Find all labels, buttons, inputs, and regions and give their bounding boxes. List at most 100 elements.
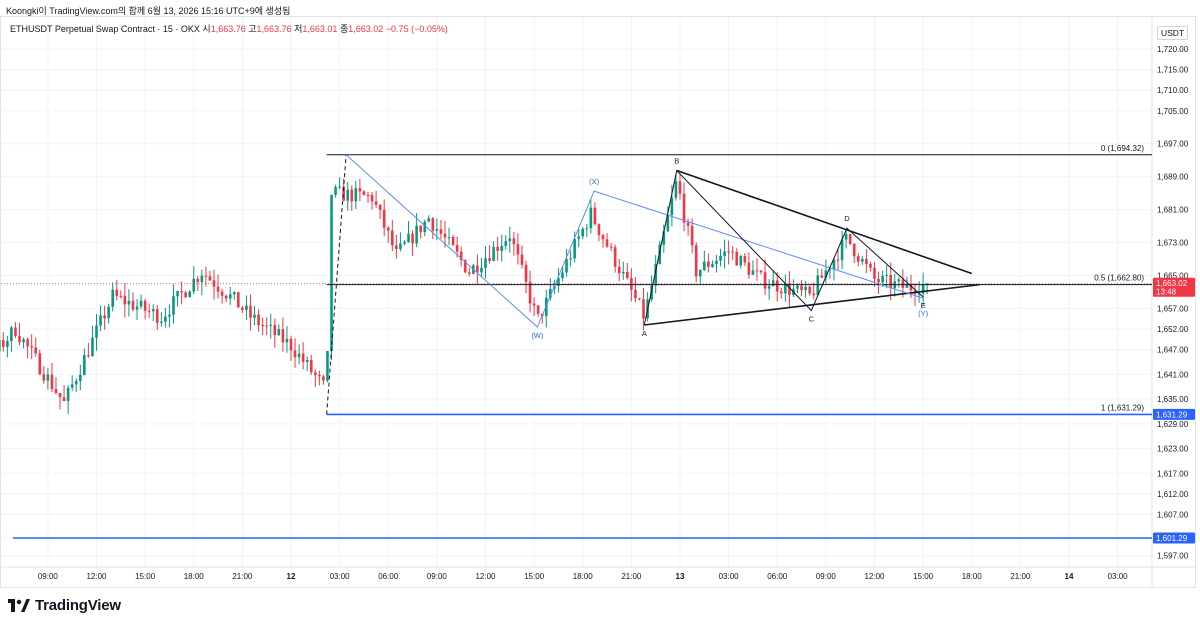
price-tick-label[interactable]: 1,720.00 bbox=[1157, 45, 1189, 54]
price-tick-label[interactable]: 1,673.00 bbox=[1157, 239, 1189, 248]
price-tick-label[interactable]: 1,710.00 bbox=[1157, 86, 1189, 95]
price-tick-label[interactable]: 1,623.00 bbox=[1157, 445, 1189, 454]
price-tick-label[interactable]: 1,697.00 bbox=[1157, 140, 1189, 149]
symbol-title[interactable]: ETHUSDT Perpetual Swap Contract · 15 · O… bbox=[10, 24, 200, 34]
candle-body bbox=[87, 355, 90, 357]
change-value: −0.75 (−0.05%) bbox=[385, 24, 448, 34]
candle-body bbox=[330, 194, 333, 352]
candle-body bbox=[828, 269, 832, 271]
time-tick-label[interactable]: 15:00 bbox=[524, 572, 545, 581]
time-tick-label[interactable]: 03:00 bbox=[1108, 572, 1129, 581]
fib-label: 1 (1,631.29) bbox=[1101, 403, 1144, 412]
candle-body bbox=[70, 384, 74, 388]
time-tick-label[interactable]: 15:00 bbox=[135, 572, 156, 581]
time-tick-label[interactable]: 13 bbox=[676, 572, 685, 581]
candle-body bbox=[747, 262, 751, 275]
candle-body bbox=[447, 237, 451, 239]
candle-body bbox=[407, 233, 410, 243]
price-tick-label[interactable]: 1,665.00 bbox=[1157, 272, 1189, 281]
candle-body bbox=[386, 227, 390, 231]
candle-body bbox=[305, 360, 309, 362]
candle-body bbox=[155, 309, 159, 323]
candle-body bbox=[844, 234, 848, 240]
time-tick-label[interactable]: 12:00 bbox=[864, 572, 885, 581]
time-tick-label[interactable]: 09:00 bbox=[38, 572, 59, 581]
candle-body bbox=[549, 288, 552, 298]
candle-body bbox=[832, 259, 836, 270]
candle-body bbox=[573, 239, 576, 259]
candle-body bbox=[877, 278, 880, 283]
candle-body bbox=[38, 353, 42, 375]
candle-body bbox=[820, 275, 824, 278]
time-tick-label[interactable]: 21:00 bbox=[1010, 572, 1031, 581]
candle-body bbox=[605, 239, 609, 247]
price-tick-label[interactable]: 1,715.00 bbox=[1157, 66, 1189, 75]
candle-body bbox=[577, 236, 580, 240]
candle-body bbox=[439, 229, 443, 234]
price-tick-label[interactable]: 1,652.00 bbox=[1157, 325, 1189, 334]
price-tick-label[interactable]: 1,617.00 bbox=[1157, 469, 1189, 478]
candle-body bbox=[763, 272, 767, 289]
candle-body bbox=[395, 245, 398, 249]
candle-body bbox=[273, 324, 277, 336]
price-tick-label[interactable]: 1,681.00 bbox=[1157, 206, 1189, 215]
time-tick-label[interactable]: 09:00 bbox=[427, 572, 448, 581]
time-tick-label[interactable]: 03:00 bbox=[719, 572, 740, 581]
time-tick-label[interactable]: 21:00 bbox=[232, 572, 253, 581]
candle-body bbox=[22, 339, 25, 343]
candle-body bbox=[301, 353, 305, 362]
candle-body bbox=[800, 285, 803, 291]
time-tick-label[interactable]: 21:00 bbox=[621, 572, 642, 581]
time-tick-label[interactable]: 18:00 bbox=[573, 572, 594, 581]
candle-body bbox=[524, 264, 528, 282]
wave-label: (X) bbox=[589, 177, 600, 186]
price-tick-label[interactable]: 1,705.00 bbox=[1157, 107, 1189, 116]
price-tick-label[interactable]: 1,657.00 bbox=[1157, 305, 1189, 314]
price-axis-tag-label: 1,601.29 bbox=[1156, 534, 1188, 543]
time-tick-label[interactable]: 18:00 bbox=[184, 572, 205, 581]
candle-body bbox=[143, 300, 147, 311]
candle-body bbox=[443, 233, 447, 238]
price-tick-label[interactable]: 1,629.00 bbox=[1157, 420, 1189, 429]
candle-body bbox=[634, 289, 637, 299]
candle-body bbox=[188, 291, 191, 298]
price-tick-label[interactable]: 1,647.00 bbox=[1157, 346, 1189, 355]
time-tick-label[interactable]: 15:00 bbox=[913, 572, 934, 581]
candle-body bbox=[735, 252, 739, 266]
tradingview-footer: TradingView bbox=[8, 597, 121, 614]
candle-body bbox=[289, 338, 293, 351]
candle-body bbox=[127, 300, 131, 305]
candle-body bbox=[788, 283, 791, 295]
currency-button[interactable]: USDT bbox=[1157, 26, 1189, 40]
time-tick-label[interactable]: 03:00 bbox=[330, 572, 351, 581]
candle-body bbox=[488, 258, 491, 261]
time-tick-label[interactable]: 06:00 bbox=[767, 572, 788, 581]
candle-body bbox=[836, 259, 840, 261]
price-tick-label[interactable]: 1,607.00 bbox=[1157, 510, 1189, 519]
price-tick-label[interactable]: 1,641.00 bbox=[1157, 370, 1189, 379]
candle-body bbox=[921, 283, 925, 294]
time-tick-label[interactable]: 12:00 bbox=[86, 572, 107, 581]
price-tick-label[interactable]: 1,689.00 bbox=[1157, 173, 1189, 182]
price-tick-label[interactable]: 1,635.00 bbox=[1157, 395, 1189, 404]
time-tick-label[interactable]: 14 bbox=[1065, 572, 1074, 581]
candle-body bbox=[249, 305, 252, 318]
price-tick-label[interactable]: 1,612.00 bbox=[1157, 490, 1189, 499]
candle-body bbox=[326, 351, 329, 381]
price-tick-label[interactable]: 1,597.00 bbox=[1157, 552, 1189, 561]
time-tick-label[interactable]: 12 bbox=[287, 572, 296, 581]
candle-body bbox=[419, 225, 422, 233]
time-tick-label[interactable]: 18:00 bbox=[962, 572, 983, 581]
time-tick-label[interactable]: 09:00 bbox=[816, 572, 837, 581]
candle-body bbox=[391, 230, 394, 246]
candle-body bbox=[346, 189, 350, 201]
candle-body bbox=[723, 251, 726, 256]
candle-body bbox=[164, 316, 167, 322]
time-tick-label[interactable]: 06:00 bbox=[378, 572, 399, 581]
triangle-line bbox=[644, 283, 980, 326]
candle-body bbox=[241, 307, 244, 310]
time-tick-label[interactable]: 12:00 bbox=[475, 572, 496, 581]
candle-body bbox=[715, 260, 718, 265]
candle-body bbox=[804, 286, 807, 291]
